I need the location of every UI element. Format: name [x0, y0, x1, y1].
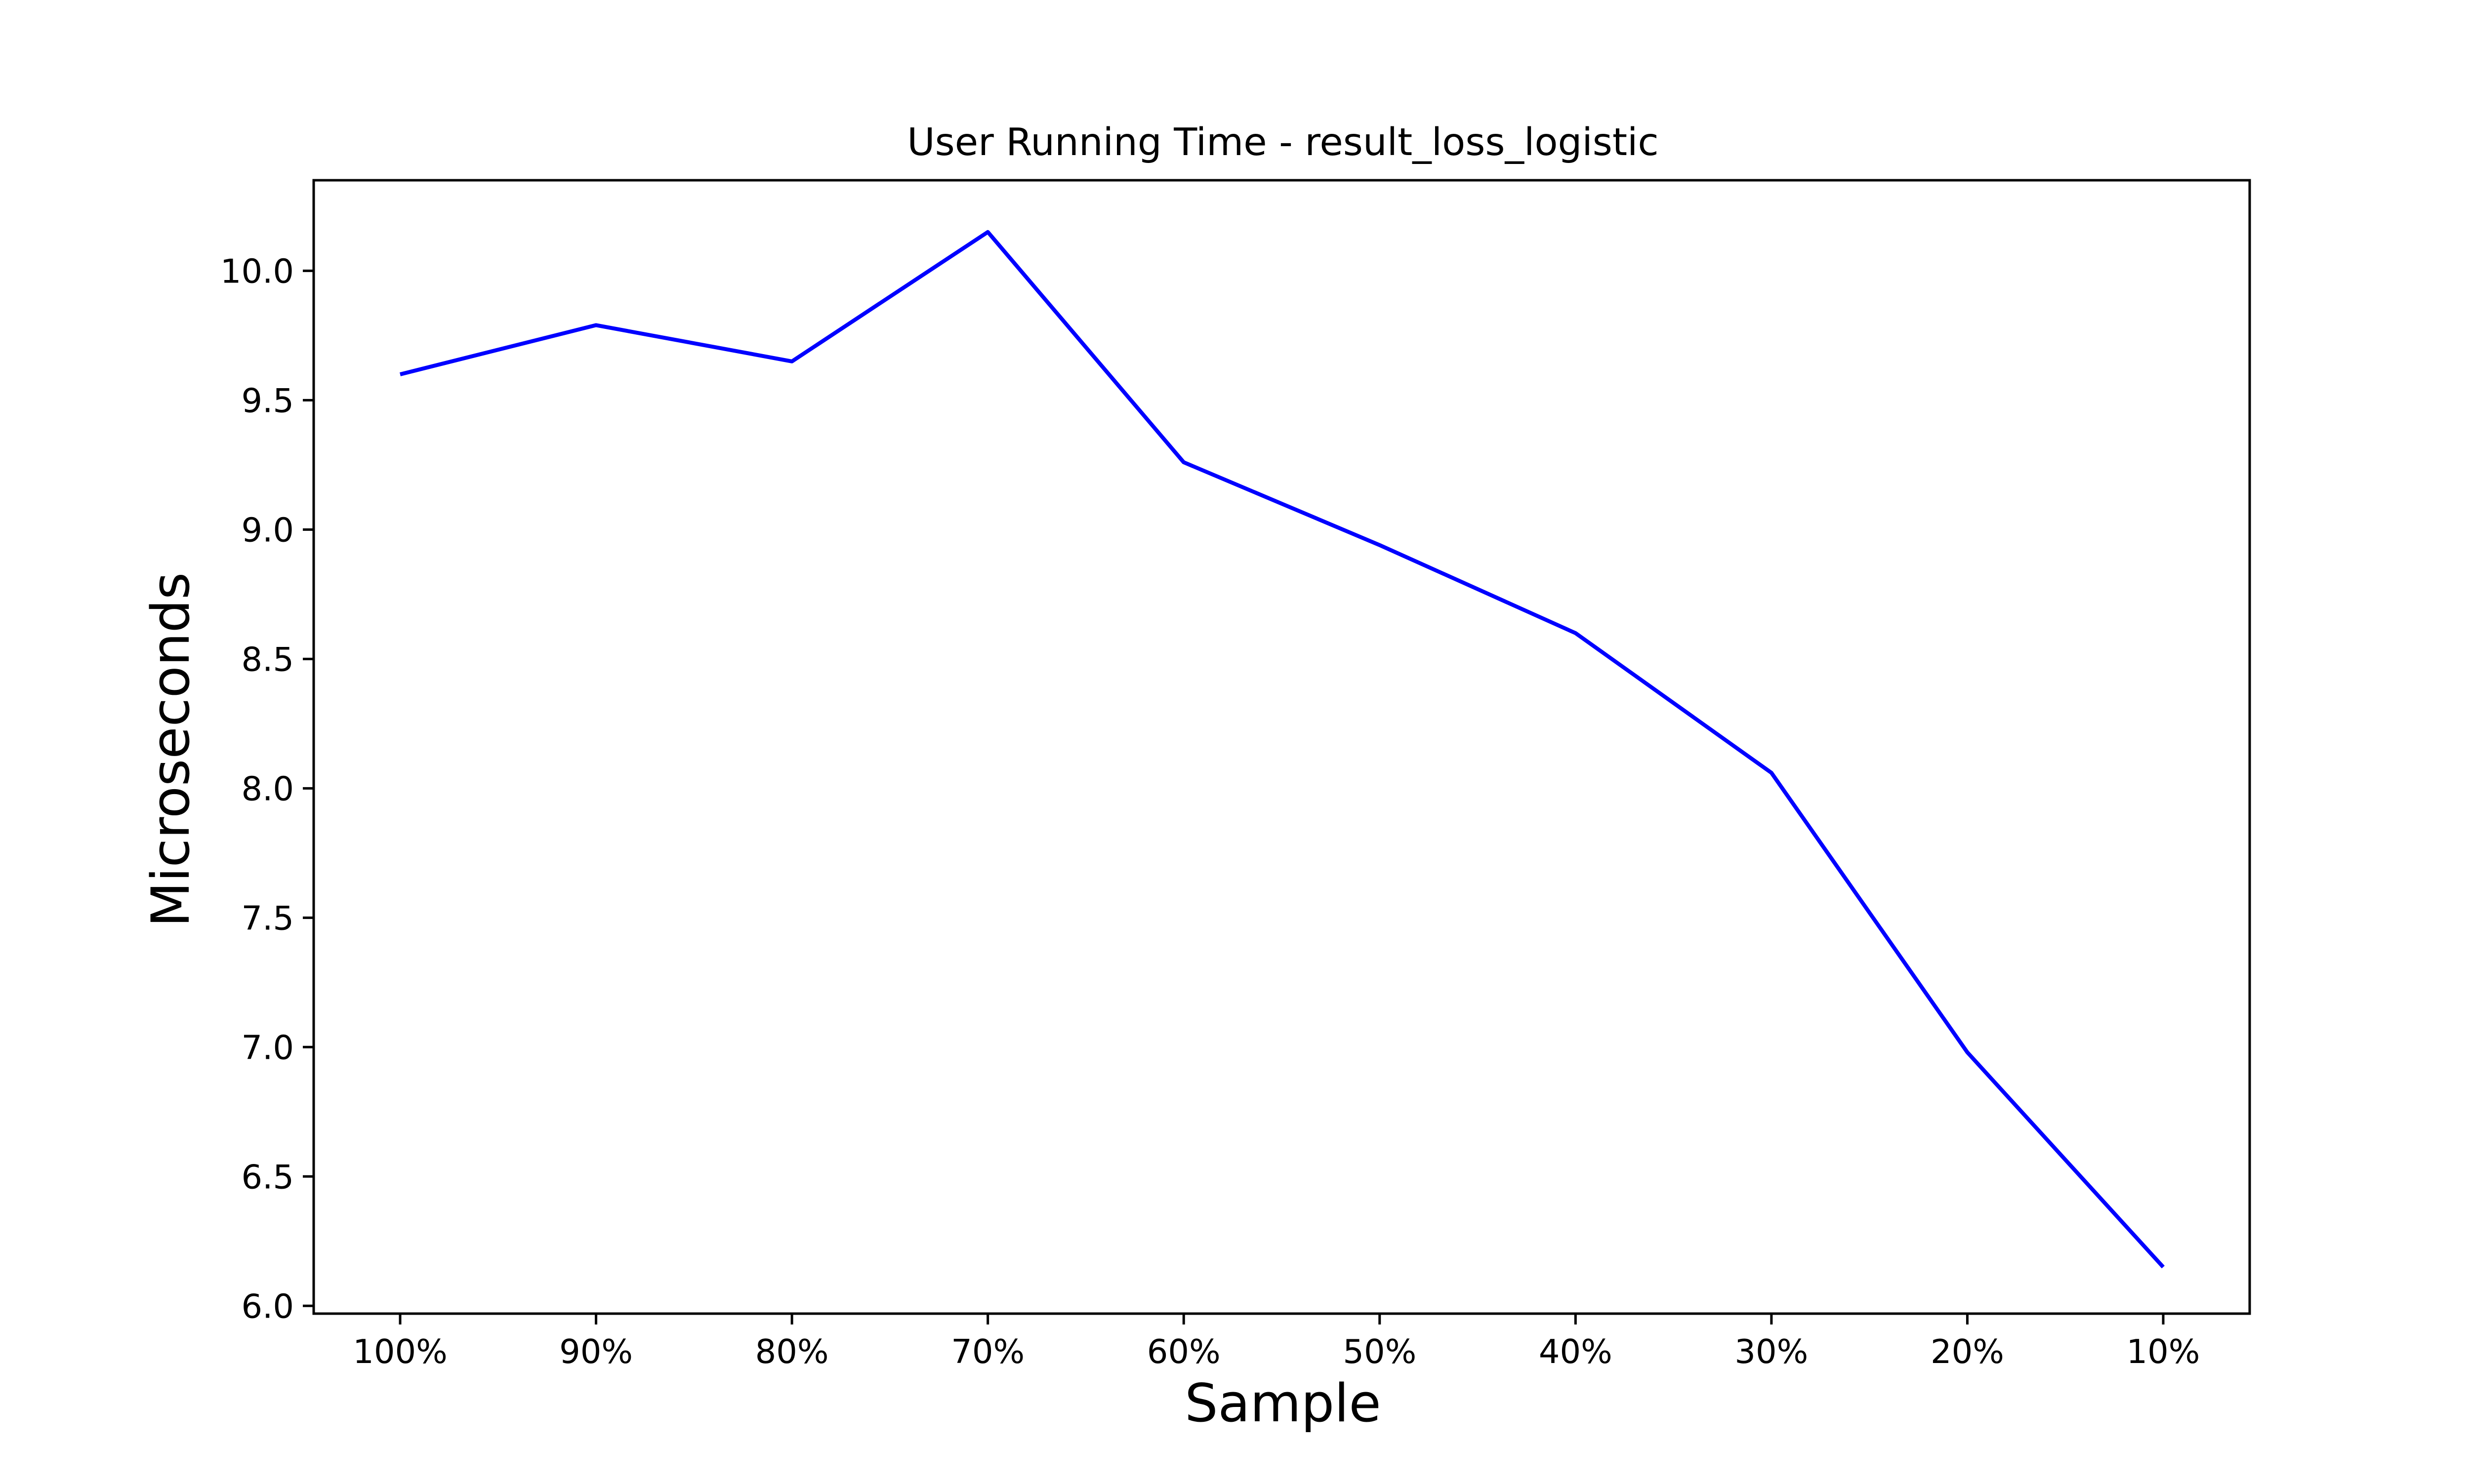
- x-tick-label: 100%: [353, 1332, 448, 1371]
- y-tick-label: 7.5: [241, 899, 294, 937]
- y-tick-label: 9.0: [241, 511, 294, 549]
- x-tick-label: 20%: [1931, 1332, 2004, 1371]
- y-tick-label: 7.0: [241, 1028, 294, 1067]
- x-tick-label: 90%: [559, 1332, 633, 1371]
- chart-title: User Running Time - result_loss_logistic: [907, 120, 1659, 164]
- x-tick-label: 10%: [2127, 1332, 2200, 1371]
- y-tick-label: 10.0: [220, 252, 294, 290]
- y-tick-label: 6.5: [241, 1158, 294, 1196]
- y-tick-label: 9.5: [241, 381, 294, 420]
- plot-frame: [312, 179, 2251, 1315]
- y-axis-ticks: 6.0 6.5 7.0 7.5 8.0 8.5 9.0 9.5 10.0: [220, 252, 314, 1325]
- x-axis-ticks: 100% 90% 80% 70% 60% 50% 40% 30% 20% 10%: [353, 1314, 2200, 1371]
- x-tick-label: 70%: [951, 1332, 1025, 1371]
- y-axis-label: Microseconds: [140, 572, 201, 927]
- series-line: [400, 230, 2165, 1269]
- x-tick-label: 40%: [1539, 1332, 1612, 1371]
- y-tick-label: 8.0: [241, 769, 294, 808]
- y-tick-label: 8.5: [241, 640, 294, 679]
- x-tick-label: 50%: [1343, 1332, 1416, 1371]
- x-tick-label: 80%: [755, 1332, 829, 1371]
- x-tick-label: 30%: [1734, 1332, 1808, 1371]
- series-lines: [400, 230, 2165, 1269]
- x-axis-label: Sample: [1185, 1373, 1381, 1434]
- y-tick-label: 6.0: [241, 1287, 294, 1325]
- plot-frame-border: [312, 179, 2251, 1315]
- x-tick-label: 60%: [1147, 1332, 1221, 1371]
